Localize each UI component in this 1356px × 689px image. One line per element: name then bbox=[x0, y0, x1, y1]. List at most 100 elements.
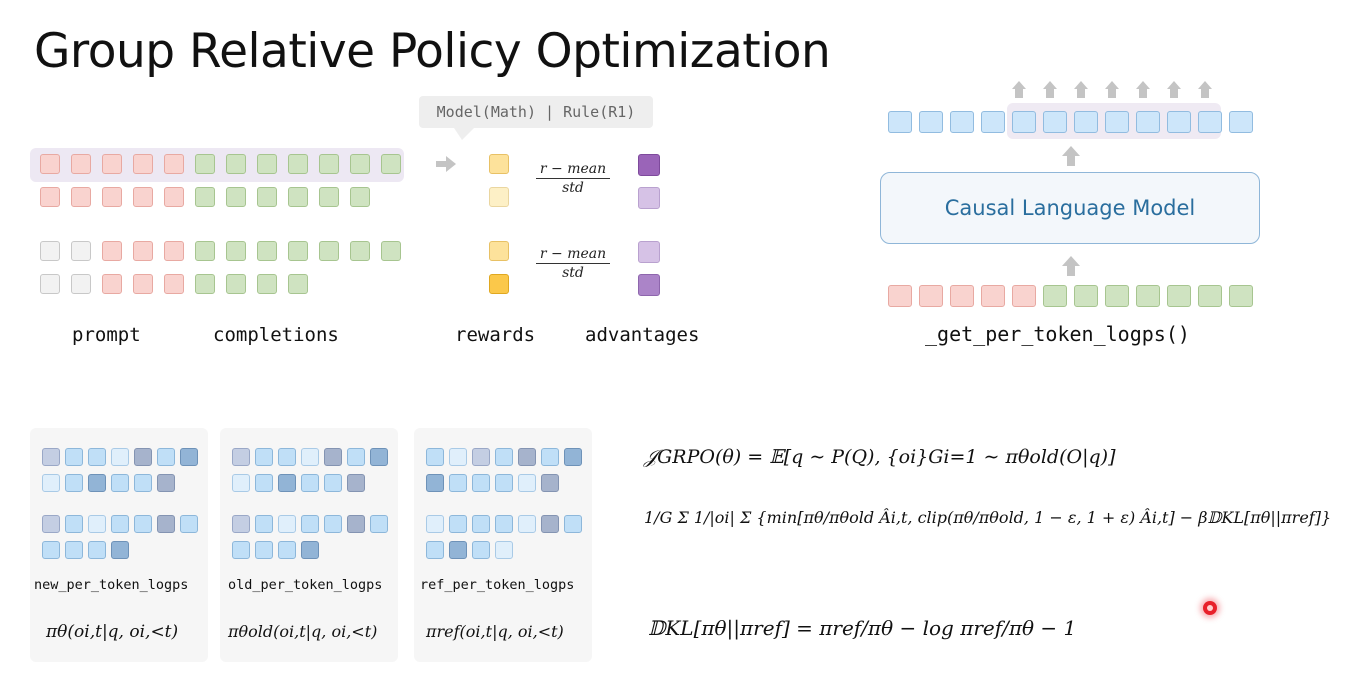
completion-token bbox=[350, 241, 370, 261]
logp-token bbox=[472, 541, 490, 559]
prompt-token bbox=[133, 154, 153, 174]
new-logps-label: new_per_token_logps bbox=[34, 577, 189, 593]
right-arrow-icon bbox=[436, 156, 456, 172]
kl-divergence-equation: 𝔻KL[πθ||πref] = πref/πθ − log πref/πθ − … bbox=[648, 616, 1077, 640]
normalize-denominator: std bbox=[562, 265, 584, 281]
prompt-token bbox=[133, 241, 153, 261]
prompt-token bbox=[40, 187, 60, 207]
completion-token bbox=[257, 154, 277, 174]
logp-token bbox=[278, 541, 296, 559]
logp-token bbox=[278, 474, 296, 492]
input-prompt-token bbox=[919, 285, 943, 307]
output-token bbox=[981, 111, 1005, 133]
get-logps-label: _get_per_token_logps() bbox=[925, 322, 1190, 346]
input-completion-token bbox=[1074, 285, 1098, 307]
output-token bbox=[888, 111, 912, 133]
prompt-token bbox=[164, 241, 184, 261]
pad-token bbox=[40, 274, 60, 294]
logp-token bbox=[88, 541, 106, 559]
up-arrow-icon bbox=[1062, 256, 1080, 276]
input-prompt-token bbox=[1012, 285, 1036, 307]
normalize-numerator: r − mean bbox=[536, 246, 610, 264]
logp-token bbox=[426, 474, 444, 492]
logp-token bbox=[88, 474, 106, 492]
prompt-token bbox=[102, 154, 122, 174]
logp-token bbox=[518, 448, 536, 466]
completion-token bbox=[288, 274, 308, 294]
logp-token bbox=[88, 448, 106, 466]
logp-token bbox=[232, 515, 250, 533]
completion-token bbox=[257, 241, 277, 261]
input-completion-token bbox=[1105, 285, 1129, 307]
logp-token bbox=[324, 474, 342, 492]
normalize-denominator: std bbox=[562, 180, 584, 196]
output-token bbox=[1012, 111, 1036, 133]
logp-token bbox=[180, 515, 198, 533]
logp-token bbox=[134, 474, 152, 492]
prompt-token bbox=[102, 241, 122, 261]
prompt-token bbox=[164, 274, 184, 294]
logp-token bbox=[232, 474, 250, 492]
logp-token bbox=[518, 515, 536, 533]
completion-token bbox=[195, 154, 215, 174]
prompt-token bbox=[133, 187, 153, 207]
completion-token bbox=[257, 187, 277, 207]
grpo-objective-line1: 𝒥GRPO(θ) = 𝔼[q ∼ P(Q), {oi}Gi=1 ∼ πθold(… bbox=[644, 446, 1116, 468]
normalize-fraction: r − mean std bbox=[536, 246, 610, 281]
pointer-cursor bbox=[1203, 601, 1217, 615]
logp-token bbox=[65, 541, 83, 559]
logp-token bbox=[370, 515, 388, 533]
output-token bbox=[1229, 111, 1253, 133]
logp-token bbox=[65, 448, 83, 466]
logp-token bbox=[42, 474, 60, 492]
output-token bbox=[919, 111, 943, 133]
logp-token bbox=[180, 448, 198, 466]
logp-token bbox=[347, 448, 365, 466]
completion-token bbox=[288, 154, 308, 174]
logp-token bbox=[278, 515, 296, 533]
reward-source-bubble: Model(Math) | Rule(R1) bbox=[419, 96, 653, 128]
prompt-token bbox=[133, 274, 153, 294]
prompt-token bbox=[164, 187, 184, 207]
logp-token bbox=[134, 448, 152, 466]
logp-token bbox=[449, 541, 467, 559]
up-arrow-icon bbox=[1062, 146, 1080, 166]
old-logps-formula: πθold(oi,t|q, oi,<t) bbox=[228, 622, 378, 641]
logp-token bbox=[449, 474, 467, 492]
logp-token bbox=[324, 448, 342, 466]
completion-token bbox=[319, 187, 339, 207]
completion-token bbox=[350, 154, 370, 174]
completion-token bbox=[288, 241, 308, 261]
reward-token bbox=[489, 187, 509, 207]
logp-token bbox=[42, 448, 60, 466]
logp-token bbox=[495, 515, 513, 533]
input-prompt-token bbox=[950, 285, 974, 307]
normalize-numerator: r − mean bbox=[536, 161, 610, 179]
input-completion-token bbox=[1198, 285, 1222, 307]
input-completion-token bbox=[1167, 285, 1191, 307]
output-token bbox=[950, 111, 974, 133]
logp-token bbox=[111, 474, 129, 492]
logp-token bbox=[65, 515, 83, 533]
prompt-token bbox=[40, 154, 60, 174]
logp-token bbox=[564, 448, 582, 466]
pad-token bbox=[71, 274, 91, 294]
logp-token bbox=[564, 515, 582, 533]
logp-token bbox=[255, 448, 273, 466]
logp-token bbox=[426, 448, 444, 466]
completion-token bbox=[226, 187, 246, 207]
logp-token bbox=[541, 448, 559, 466]
logp-token bbox=[255, 541, 273, 559]
pad-token bbox=[71, 241, 91, 261]
prompt-label: prompt bbox=[72, 324, 141, 346]
logp-token bbox=[111, 448, 129, 466]
completion-token bbox=[226, 154, 246, 174]
output-token bbox=[1074, 111, 1098, 133]
logp-token bbox=[449, 515, 467, 533]
logp-token bbox=[232, 448, 250, 466]
logp-token bbox=[495, 474, 513, 492]
input-prompt-token bbox=[888, 285, 912, 307]
old-logps-label: old_per_token_logps bbox=[228, 577, 383, 593]
grpo-objective-line2: 1/G Σ 1/|oi| Σ {min[πθ/πθold Âi,t, clip(… bbox=[644, 508, 1332, 527]
logp-token bbox=[301, 541, 319, 559]
